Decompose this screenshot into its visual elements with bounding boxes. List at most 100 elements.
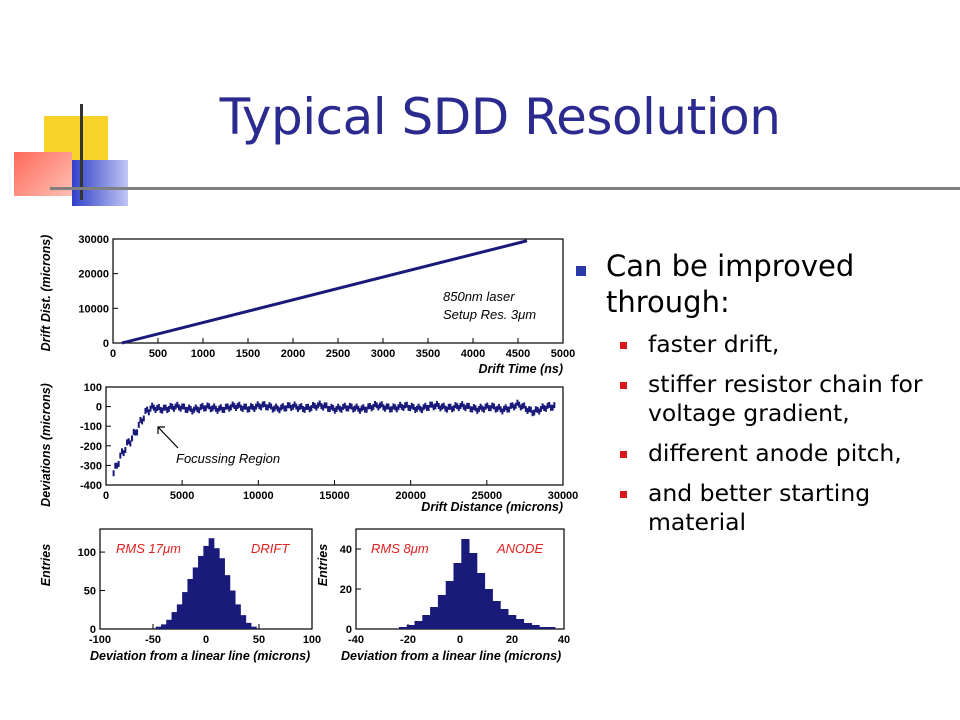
left-hist-bar xyxy=(224,575,231,629)
deviation-point xyxy=(261,401,264,408)
deviation-point xyxy=(390,406,393,413)
deviation-point xyxy=(305,404,308,411)
deviation-point xyxy=(449,403,452,410)
left-hist-bar xyxy=(192,567,199,629)
deviation-point xyxy=(491,402,494,409)
middle-xtick-label: 0 xyxy=(103,490,109,502)
right-hist-bar xyxy=(531,625,540,629)
deviation-point xyxy=(127,438,130,445)
deviation-point xyxy=(457,405,460,412)
deviation-point xyxy=(456,403,459,410)
middle-ytick-label: 0 xyxy=(96,402,102,414)
deviation-point xyxy=(211,405,214,412)
deviation-point xyxy=(342,403,345,410)
deviation-point xyxy=(236,403,239,410)
deviation-point xyxy=(191,408,194,415)
deviation-point xyxy=(430,401,433,408)
deviation-point xyxy=(484,403,487,410)
deviation-point xyxy=(528,406,531,413)
deviation-point xyxy=(452,405,455,412)
deviation-point xyxy=(508,406,511,413)
deviation-point xyxy=(124,446,127,453)
middle-ytick-label: -100 xyxy=(80,421,102,433)
deviation-point xyxy=(203,405,206,412)
deviation-point xyxy=(115,462,118,469)
deviation-point xyxy=(134,429,137,436)
left-hist-bar xyxy=(166,619,172,629)
middle-ytick-label: -200 xyxy=(80,441,102,453)
deviation-point xyxy=(392,403,395,410)
deviation-point xyxy=(385,403,388,410)
deviation-point xyxy=(213,403,216,410)
deviation-point xyxy=(328,406,331,413)
left-histogram: 0 50 100 -100 -50 0 50 100 RMS 17μm DRIFT Devi… xyxy=(39,528,321,663)
deviation-point xyxy=(290,404,293,411)
sub-bullet-anode-pitch: different anode pitch, xyxy=(606,439,953,468)
deviation-point xyxy=(454,402,457,409)
deviation-point xyxy=(459,402,462,409)
left-hist-bar xyxy=(240,615,247,629)
focussing-arrow-head xyxy=(157,426,165,434)
deviation-point xyxy=(541,403,544,410)
deviation-point xyxy=(389,406,392,413)
left-hist-ytick-label: 100 xyxy=(78,547,96,559)
deviation-point xyxy=(546,402,549,409)
deviation-point xyxy=(248,406,251,413)
deviation-point xyxy=(312,401,315,408)
deviation-point xyxy=(330,403,333,410)
left-rms-label: RMS 17μm xyxy=(116,541,181,556)
deviation-point xyxy=(296,405,299,412)
deviation-point xyxy=(318,400,321,407)
deviation-point xyxy=(482,406,485,413)
deviation-point xyxy=(169,402,172,409)
deviation-point xyxy=(219,404,222,411)
right-hist-bar xyxy=(430,607,439,629)
left-hist-bar xyxy=(208,538,215,629)
deviation-point xyxy=(260,404,263,411)
deviation-point xyxy=(238,401,241,408)
deviation-point xyxy=(518,401,521,408)
deviation-point xyxy=(496,405,499,412)
deviation-point xyxy=(363,406,366,413)
right-hist-bar xyxy=(515,619,525,629)
deviation-point xyxy=(553,402,556,409)
deviation-point xyxy=(399,401,402,408)
deviation-point xyxy=(461,401,464,408)
deviation-point xyxy=(353,405,356,412)
left-hist-bar xyxy=(251,626,257,629)
deviation-point xyxy=(288,402,291,409)
deviation-point xyxy=(365,406,368,413)
deviation-point xyxy=(519,404,522,411)
deviation-point xyxy=(214,405,217,412)
left-hist-xtick-label: 50 xyxy=(253,634,265,646)
deviation-point xyxy=(498,403,501,410)
deviation-point xyxy=(231,401,234,408)
deviation-point xyxy=(469,406,472,413)
deviation-point xyxy=(504,404,507,411)
deviation-point xyxy=(263,401,266,408)
deviation-point xyxy=(147,409,150,416)
deviation-point xyxy=(446,406,449,413)
deviation-point xyxy=(174,403,177,410)
deviation-point xyxy=(308,406,311,413)
deviation-point xyxy=(348,402,351,409)
deviation-point xyxy=(167,405,170,412)
right-hist-bar xyxy=(453,563,462,629)
deviation-point xyxy=(157,404,160,411)
title-rule xyxy=(50,187,960,190)
right-hist-xtick-label: 20 xyxy=(506,634,518,646)
deviation-point xyxy=(335,405,338,412)
deviation-point xyxy=(166,406,169,413)
deviation-point xyxy=(218,405,221,412)
deviation-point xyxy=(551,404,554,411)
deviation-point xyxy=(278,407,281,414)
sub-bullet-starting-material: and better starting material xyxy=(606,479,953,537)
sub-bullet-list: faster drift, stiffer resistor chain for… xyxy=(606,330,953,537)
left-hist-bar xyxy=(235,604,241,629)
top-xtick-label: 4000 xyxy=(461,348,485,360)
deviation-point xyxy=(268,402,271,409)
top-xtick-label: 0 xyxy=(110,348,116,360)
deviation-point xyxy=(120,448,123,455)
middle-ytick-label: 100 xyxy=(84,382,102,394)
